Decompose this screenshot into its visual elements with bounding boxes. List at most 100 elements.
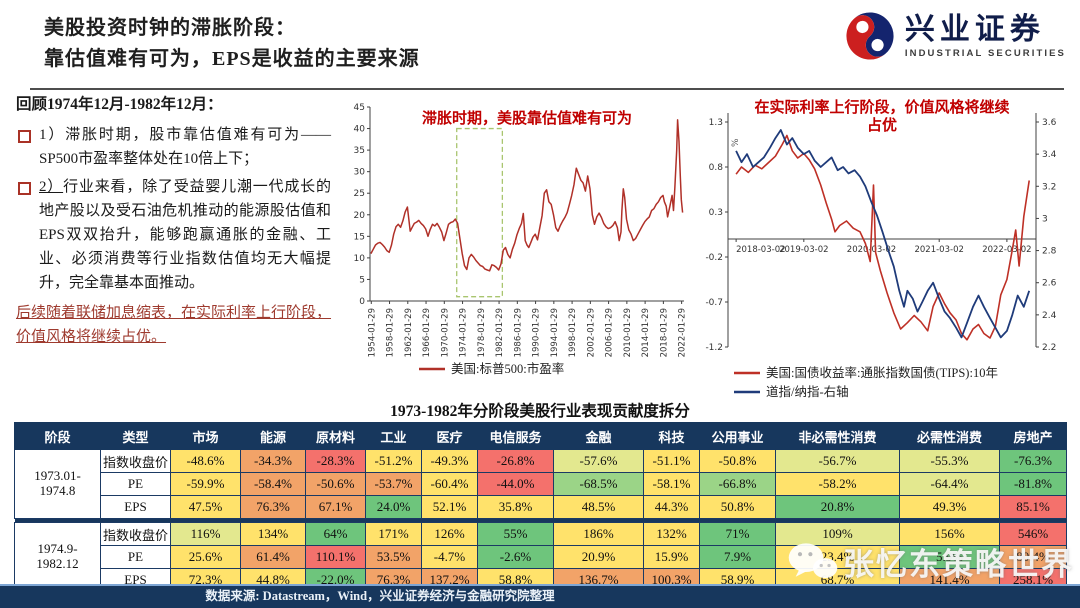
value-cell: 5.9% [899, 545, 1000, 569]
logo-name-en: INDUSTRIAL SECURITIES [904, 48, 1066, 59]
table-wrap: 阶段 类型 市场 能源 原材料 工业 医疗 电信服务 金融 科技 公用事业 非必需性消费 必需性消费 房地… [14, 422, 1067, 592]
svg-text:2.6: 2.6 [1042, 279, 1057, 289]
svg-text:1958-01-29: 1958-01-29 [386, 308, 396, 357]
svg-text:3.6: 3.6 [1042, 118, 1057, 128]
industrial-securities-swirl-icon [846, 12, 894, 60]
table-row: EPS 47.5% 76.3% 67.1% 24.0% 52.1% 35.8% 48.5% 44… [15, 495, 1067, 519]
value-cell: 126% [421, 522, 478, 546]
logo-name-cn: 兴业证券 [904, 13, 1045, 46]
svg-text:1966-01-29: 1966-01-29 [422, 308, 432, 357]
value-cell: 109% [775, 522, 900, 546]
bullet-square-icon [18, 181, 31, 195]
svg-text:占优: 占优 [867, 116, 897, 134]
value-cell: -51.2% [365, 449, 422, 473]
value-cell: 47.5% [170, 495, 241, 519]
value-cell: 85.1% [999, 495, 1067, 519]
value-cell: -59.9% [170, 472, 241, 496]
svg-text:-0.7: -0.7 [705, 298, 723, 308]
column-header: 工业 [365, 422, 422, 450]
svg-text:35: 35 [354, 146, 365, 156]
phase-cell: 1973.01- 1974.8 [14, 449, 101, 519]
column-header: 金融 [553, 422, 644, 450]
real-rate-style-chart-svg: 1.3 0.8 0.3 -0.2 -0.7 -1.2 3.6 3.4 3.2 3 2.8 2.6 2.4… [705, 98, 1057, 399]
svg-text:0.8: 0.8 [709, 163, 724, 173]
svg-text:0: 0 [359, 297, 365, 307]
value-cell: 52.1% [421, 495, 478, 519]
svg-text:1978-01-29: 1978-01-29 [477, 308, 487, 357]
svg-text:1982-01-29: 1982-01-29 [495, 308, 505, 357]
row-type-cell: PE [100, 472, 171, 496]
svg-text:2010-01-29: 2010-01-29 [623, 308, 633, 357]
value-cell: 171% [365, 522, 422, 546]
value-cell: 116% [170, 522, 241, 546]
svg-text:20: 20 [354, 211, 366, 221]
svg-text:2018-01-29: 2018-01-29 [659, 308, 669, 357]
value-cell: -76.3% [999, 449, 1067, 473]
commentary-heading: 回顾1974年12月-1982年12月： [16, 96, 223, 113]
svg-text:滞胀时期，美股靠估值难有可为: 滞胀时期，美股靠估值难有可为 [422, 109, 632, 127]
column-header: 科技 [643, 422, 700, 450]
value-cell: 50.8% [699, 495, 776, 519]
page-title-line1: 美股投资时钟的滞胀阶段： [44, 17, 296, 39]
svg-text:美国:标普500:市盈率: 美国:标普500:市盈率 [451, 361, 564, 376]
svg-text:40: 40 [354, 125, 366, 135]
value-cell: -66.8% [699, 472, 776, 496]
value-cell: -58.2% [775, 472, 900, 496]
table-row: 1973.01- 1974.8 指数收盘价 -48.6% -34.3% -28.3% -51… [14, 449, 1067, 519]
value-cell: 55% [477, 522, 554, 546]
bullet-text-1: 1）滞胀时期，股市靠估值难有可为——SP500市盈率整体处在10倍上下； [39, 126, 331, 167]
svg-text:5: 5 [359, 275, 365, 285]
row-type-cell: EPS [100, 495, 171, 519]
bullet-square-icon [18, 129, 31, 143]
column-header: 房地产 [999, 422, 1067, 450]
svg-text:3.4: 3.4 [1042, 150, 1057, 160]
svg-text:1.3: 1.3 [709, 118, 723, 128]
value-cell: 76.3% [240, 495, 306, 519]
svg-text:25: 25 [354, 189, 365, 199]
logo-text: 兴业证券 INDUSTRIAL SECURITIES [905, 13, 1066, 59]
svg-text:1962-01-29: 1962-01-29 [404, 308, 414, 357]
table-row: 1974.9- 1982.12 指数收盘价 116% 134% 64% 171% 126% 55… [14, 522, 1067, 592]
value-cell: -2.6% [477, 545, 554, 569]
group-separator [14, 518, 1067, 523]
svg-text:0.3: 0.3 [709, 208, 723, 218]
value-cell: -58.4% [240, 472, 306, 496]
table-row: PE -59.9% -58.4% -50.6% -53.7% -60.4% -44.0% -6… [15, 472, 1067, 496]
value-cell: -60.4% [421, 472, 478, 496]
value-cell: -48.6% [170, 449, 241, 473]
value-cell: -34.3% [240, 449, 306, 473]
value-cell: 48.5% [553, 495, 644, 519]
svg-text:-1.2: -1.2 [705, 343, 723, 353]
value-cell: -58.1% [643, 472, 700, 496]
value-cell: 61.4% [240, 545, 306, 569]
value-cell: -53.7% [365, 472, 422, 496]
data-source-note: 数据来源: Datastream，Wind，兴业证券经济与金融研究院整理 [205, 589, 555, 603]
svg-text:美国:国债收益率:通胀指数国债(TIPS):10年: 美国:国债收益率:通胀指数国债(TIPS):10年 [766, 365, 998, 380]
svg-text:1994-01-29: 1994-01-29 [550, 308, 560, 357]
value-cell: 24.0% [365, 495, 422, 519]
value-cell: 110.1% [305, 545, 366, 569]
svg-text:2022-03-02: 2022-03-02 [982, 245, 1031, 255]
value-cell: -55.3% [899, 449, 1000, 473]
column-header: 非必需性消费 [775, 422, 900, 450]
column-header: 阶段 [14, 422, 101, 450]
sp500-pe-chart: 45 40 35 30 25 20 15 10 5 0 1954-01-29 1958-01-29 19… [334, 95, 692, 402]
value-cell: 23.4% [775, 545, 900, 569]
value-cell: 35.8% [477, 495, 554, 519]
value-cell: 20.8% [775, 495, 900, 519]
svg-text:%: % [731, 138, 741, 147]
value-cell: 546% [999, 522, 1067, 546]
svg-text:1954-01-29: 1954-01-29 [367, 308, 377, 357]
svg-text:15: 15 [354, 232, 365, 242]
bullet-item-2: 2）行业来看，除了受益婴儿潮一代成长的地产股以及受石油危机推动的能源股估值和EP… [16, 175, 331, 295]
value-cell: -57.6% [553, 449, 644, 473]
svg-text:1990-01-29: 1990-01-29 [532, 308, 542, 357]
svg-text:道指/纳指-右轴: 道指/纳指-右轴 [766, 384, 849, 399]
svg-text:1970-01-29: 1970-01-29 [440, 308, 450, 357]
row-type-cell: PE [100, 545, 171, 569]
svg-text:10: 10 [354, 254, 366, 264]
svg-text:2022-01-29: 2022-01-29 [678, 308, 688, 357]
svg-text:1986-01-29: 1986-01-29 [513, 308, 523, 357]
svg-text:2021-03-02: 2021-03-02 [914, 245, 963, 255]
